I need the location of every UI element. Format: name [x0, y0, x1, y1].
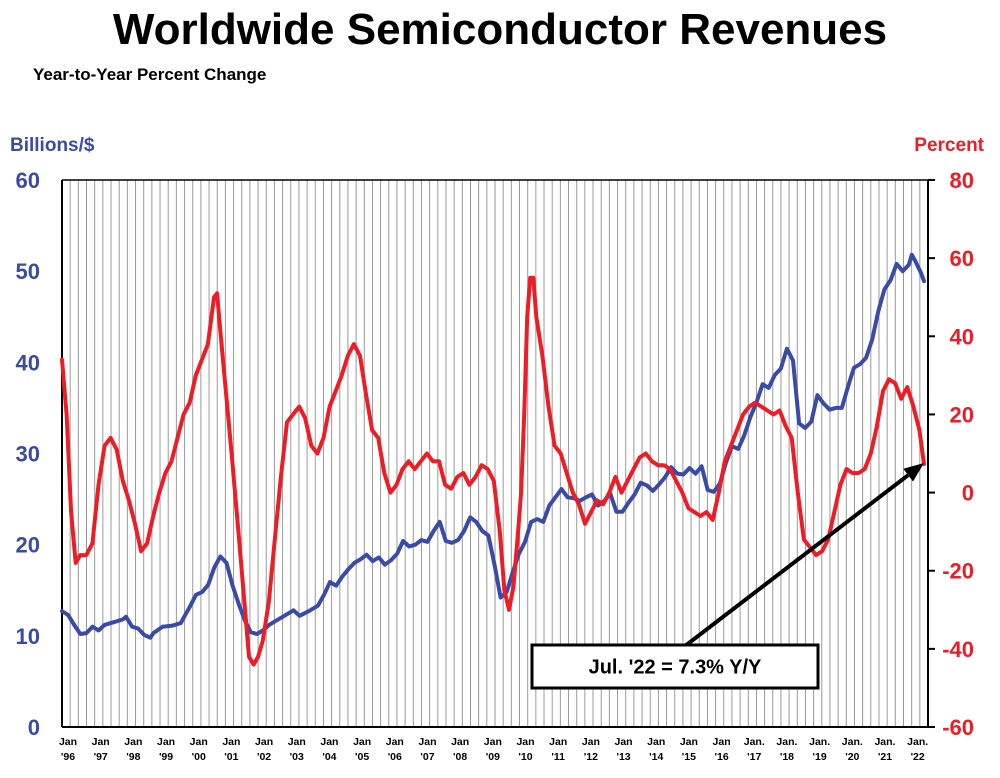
grid [69, 180, 921, 727]
x-tick-label-year: '96 [61, 751, 75, 763]
x-tick-label-month: Jan [157, 736, 175, 748]
x-tick-label-month: Jan [255, 736, 273, 748]
x-tick-label-year: '13 [616, 751, 630, 763]
x-tick-label-month: Jan [549, 736, 567, 748]
x-tick-label-year: '11 [551, 751, 565, 763]
x-tick-label-year: '02 [257, 751, 271, 763]
x-tick-label-month: Jan [418, 736, 436, 748]
chart-title: Worldwide Semiconductor Revenues [113, 5, 887, 54]
annotation-arrow-head [903, 463, 924, 482]
x-tick-label-month: Jan. [907, 736, 928, 748]
chart-subtitle: Year-to-Year Percent Change [33, 65, 266, 84]
right-tick-label: -40 [942, 637, 974, 662]
x-tick-label-year: '99 [159, 751, 173, 763]
x-tick-label-year: '06 [388, 751, 402, 763]
x-tick-label-year: '03 [290, 751, 304, 763]
right-tick-label: -60 [942, 715, 974, 740]
left-axis-title: Billions/$ [10, 135, 95, 156]
x-tick-label-month: Jan [615, 736, 633, 748]
right-axis-title: Percent [914, 135, 984, 156]
x-tick-label-year: '20 [845, 751, 859, 763]
x-tick-label-month: Jan [320, 736, 338, 748]
x-tick-label-year: '07 [420, 751, 434, 763]
x-tick-label-month: Jan [484, 736, 502, 748]
x-tick-label-year: '18 [780, 751, 794, 763]
left-tick-label: 50 [16, 259, 40, 284]
left-tick-label: 10 [16, 624, 40, 649]
x-tick-label-year: '08 [453, 751, 467, 763]
x-tick-label-month: Jan [647, 736, 665, 748]
percent-change-line [60, 275, 926, 667]
right-tick-label: 0 [962, 481, 974, 506]
x-tick-label-month: Jan [288, 736, 306, 748]
x-tick-label-month: Jan [713, 736, 731, 748]
left-tick-label: 60 [16, 168, 40, 193]
x-tick-label-year: '16 [714, 751, 728, 763]
annotation-arrow-line [683, 473, 910, 648]
x-tick-label-month: Jan [516, 736, 534, 748]
x-tick-label-year: '14 [649, 751, 663, 763]
right-tick-label: 60 [950, 246, 974, 271]
x-tick-label-month: Jan. [809, 736, 830, 748]
right-y-ticks: -60 -40 -20 0 20 40 60 80 [928, 168, 974, 740]
right-tick-label: 80 [950, 168, 974, 193]
x-tick-label-month: Jan. [776, 736, 797, 748]
revenue-line [60, 252, 926, 640]
annotation-box [530, 643, 820, 690]
x-tick-label-year: '09 [486, 751, 500, 763]
x-tick-label-month: Jan [386, 736, 404, 748]
x-tick-label-month: Jan [451, 736, 469, 748]
x-tick-label-month: Jan [582, 736, 600, 748]
x-tick-label-month: Jan [124, 736, 142, 748]
x-tick-label-year: '10 [518, 751, 532, 763]
x-ticks: Jan '96 Jan '97 Jan '98 Jan '99 Jan '00 Jan '01 Jan '… [59, 736, 928, 763]
x-tick-label-year: '12 [584, 751, 598, 763]
x-tick-label-month: Jan [190, 736, 208, 748]
x-tick-label-year: '04 [322, 751, 336, 763]
x-tick-label-year: '01 [224, 751, 238, 763]
x-tick-label-month: Jan. [874, 736, 895, 748]
right-tick-label: 20 [950, 402, 974, 427]
series [60, 252, 926, 667]
left-tick-label: 40 [16, 350, 40, 375]
left-tick-label: 20 [16, 533, 40, 558]
x-tick-label-month: Jan [59, 736, 77, 748]
x-tick-label-month: Jan [222, 736, 240, 748]
x-tick-label-year: '21 [878, 751, 892, 763]
x-tick-label-month: Jan [680, 736, 698, 748]
right-tick-label: 40 [950, 324, 974, 349]
annotation: Jul. '22 = 7.3% Y/Y [530, 463, 924, 690]
x-tick-label-year: '05 [355, 751, 369, 763]
x-tick-label-month: Jan. [744, 736, 765, 748]
x-tick-label-year: '17 [747, 751, 761, 763]
annotation-text: Jul. '22 = 7.3% Y/Y [589, 657, 762, 679]
left-tick-label: 0 [28, 715, 40, 740]
x-tick-label-month: Jan. [842, 736, 863, 748]
right-tick-label: -20 [942, 559, 974, 584]
axes [61, 179, 929, 728]
x-tick-label-year: '98 [126, 751, 140, 763]
x-tick-label-month: Jan [353, 736, 371, 748]
x-tick-label-year: '22 [911, 751, 925, 763]
left-y-ticks: 0 10 20 30 40 50 60 [16, 168, 40, 740]
x-tick-label-year: '97 [94, 751, 108, 763]
x-tick-label-month: Jan [92, 736, 110, 748]
x-tick-label-year: '15 [682, 751, 696, 763]
x-tick-label-year: '00 [192, 751, 206, 763]
left-tick-label: 30 [16, 442, 40, 467]
x-tick-label-year: '19 [813, 751, 827, 763]
